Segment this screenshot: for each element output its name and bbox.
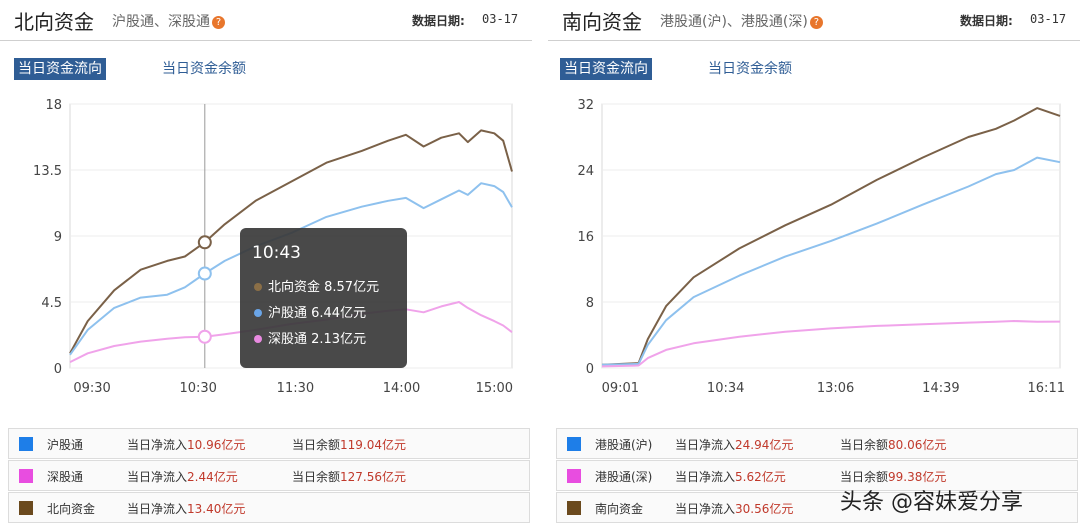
south-date-label: 数据日期: — [960, 14, 1013, 28]
legend-swatch — [567, 469, 581, 483]
legend-balance: 当日余额127.56亿元 — [292, 470, 407, 484]
legend-name: 南向资金 — [595, 502, 644, 516]
north-subtitle: 沪股通、深股通? — [112, 11, 225, 31]
cursor-marker — [197, 266, 212, 281]
tooltip-row: 北向资金 8.57亿元 — [268, 279, 379, 295]
help-icon[interactable]: ? — [809, 15, 823, 29]
x-tick-label: 14:00 — [383, 381, 420, 396]
legend-row: 南向资金 当日净流入30.56亿元 — [556, 492, 1078, 523]
legend-row: 港股通(沪) 当日净流入24.94亿元 当日余额80.06亿元 — [556, 428, 1078, 459]
y-tick-label: 4.5 — [41, 296, 62, 311]
legend-swatch — [19, 501, 33, 515]
south-subtitle: 港股通(沪)、港股通(深)? — [660, 11, 823, 31]
x-tick-label: 09:01 — [602, 381, 639, 396]
tooltip-box — [240, 228, 407, 368]
legend-net: 当日净流入24.94亿元 — [675, 438, 794, 452]
cursor-marker — [197, 329, 212, 344]
series-line — [601, 107, 1061, 366]
north-flow-chart[interactable]: 0 4.5 9 13.5 18 09:30 10:30 11:30 14:00 15:00 10:4… — [0, 90, 532, 410]
tooltip-row: 深股通 2.13亿元 — [268, 332, 366, 347]
legend-balance: 当日余额119.04亿元 — [292, 438, 407, 452]
tab-daily-flow[interactable]: 当日资金流向 — [14, 58, 106, 80]
south-header: 南向资金 港股通(沪)、港股通(深)? 数据日期: 03-17 — [548, 0, 1080, 41]
tooltip-dot — [254, 335, 262, 343]
legend-net: 当日净流入5.62亿元 — [675, 470, 786, 484]
x-tick-label: 09:30 — [73, 381, 110, 396]
watermark-text: 头条 @容妹爱分享 — [840, 490, 1023, 515]
x-tick-label: 11:30 — [277, 381, 314, 396]
tooltip-row: 沪股通 6.44亿元 — [268, 305, 366, 321]
legend-balance: 当日余额99.38亿元 — [840, 470, 947, 484]
legend-row: 港股通(深) 当日净流入5.62亿元 当日余额99.38亿元 — [556, 460, 1078, 491]
y-tick-label: 24 — [577, 164, 594, 179]
tooltip-dot — [254, 283, 262, 291]
legend-row: 深股通 当日净流入2.44亿元 当日余额127.56亿元 — [8, 460, 530, 491]
tab-daily-balance[interactable]: 当日资金余额 — [708, 61, 792, 77]
legend-name: 深股通 — [47, 470, 84, 484]
y-tick-label: 0 — [586, 362, 594, 377]
legend-net: 当日净流入2.44亿元 — [127, 470, 238, 484]
south-date: 03-17 — [1030, 12, 1067, 26]
legend-net: 当日净流入13.40亿元 — [127, 502, 246, 516]
y-tick-label: 8 — [586, 296, 594, 311]
cursor-marker — [197, 235, 212, 250]
north-title: 北向资金 — [14, 10, 94, 34]
y-tick-label: 9 — [54, 230, 62, 245]
north-date-label: 数据日期: — [412, 14, 465, 28]
south-panel: 南向资金 港股通(沪)、港股通(深)? 数据日期: 03-17 当日资金流向 当… — [548, 0, 1080, 526]
series-line — [601, 320, 1061, 368]
tooltip-dot — [254, 309, 262, 317]
south-title: 南向资金 — [562, 10, 642, 34]
legend-net: 当日净流入30.56亿元 — [675, 502, 794, 516]
legend-swatch — [567, 501, 581, 515]
north-date: 03-17 — [482, 12, 519, 26]
tab-daily-flow[interactable]: 当日资金流向 — [560, 58, 652, 80]
legend-name: 港股通(深) — [595, 470, 653, 484]
y-tick-label: 16 — [577, 230, 594, 245]
y-tick-label: 18 — [45, 98, 62, 113]
y-tick-label: 13.5 — [33, 164, 62, 179]
legend-name: 沪股通 — [47, 438, 84, 452]
north-header: 北向资金 沪股通、深股通? 数据日期: 03-17 — [0, 0, 532, 41]
legend-name: 北向资金 — [47, 502, 96, 516]
x-tick-label: 13:06 — [817, 381, 854, 396]
x-tick-label: 16:11 — [1028, 381, 1065, 396]
legend-balance: 当日余额80.06亿元 — [840, 438, 947, 452]
tab-daily-balance[interactable]: 当日资金余额 — [162, 61, 246, 77]
series-line — [69, 182, 513, 356]
y-tick-label: 32 — [577, 98, 594, 113]
legend-swatch — [19, 469, 33, 483]
x-tick-label: 15:00 — [476, 381, 513, 396]
legend-swatch — [19, 437, 33, 451]
tooltip-time: 10:43 — [252, 243, 301, 263]
x-tick-label: 14:39 — [922, 381, 959, 396]
x-tick-label: 10:34 — [707, 381, 744, 396]
y-tick-label: 0 — [54, 362, 62, 377]
series-line — [601, 156, 1061, 366]
legend-row: 沪股通 当日净流入10.96亿元 当日余额119.04亿元 — [8, 428, 530, 459]
legend-row: 北向资金 当日净流入13.40亿元 — [8, 492, 530, 523]
x-tick-label: 10:30 — [179, 381, 216, 396]
south-flow-chart[interactable]: 0 8 16 24 32 09:01 10:34 13:06 14:39 16:11 — [548, 90, 1080, 410]
legend-swatch — [567, 437, 581, 451]
legend-net: 当日净流入10.96亿元 — [127, 438, 246, 452]
north-panel: 北向资金 沪股通、深股通? 数据日期: 03-17 当日资金流向 当日资金余额 … — [0, 0, 532, 526]
help-icon[interactable]: ? — [212, 15, 225, 29]
legend-name: 港股通(沪) — [595, 438, 653, 452]
series-line — [69, 129, 513, 354]
